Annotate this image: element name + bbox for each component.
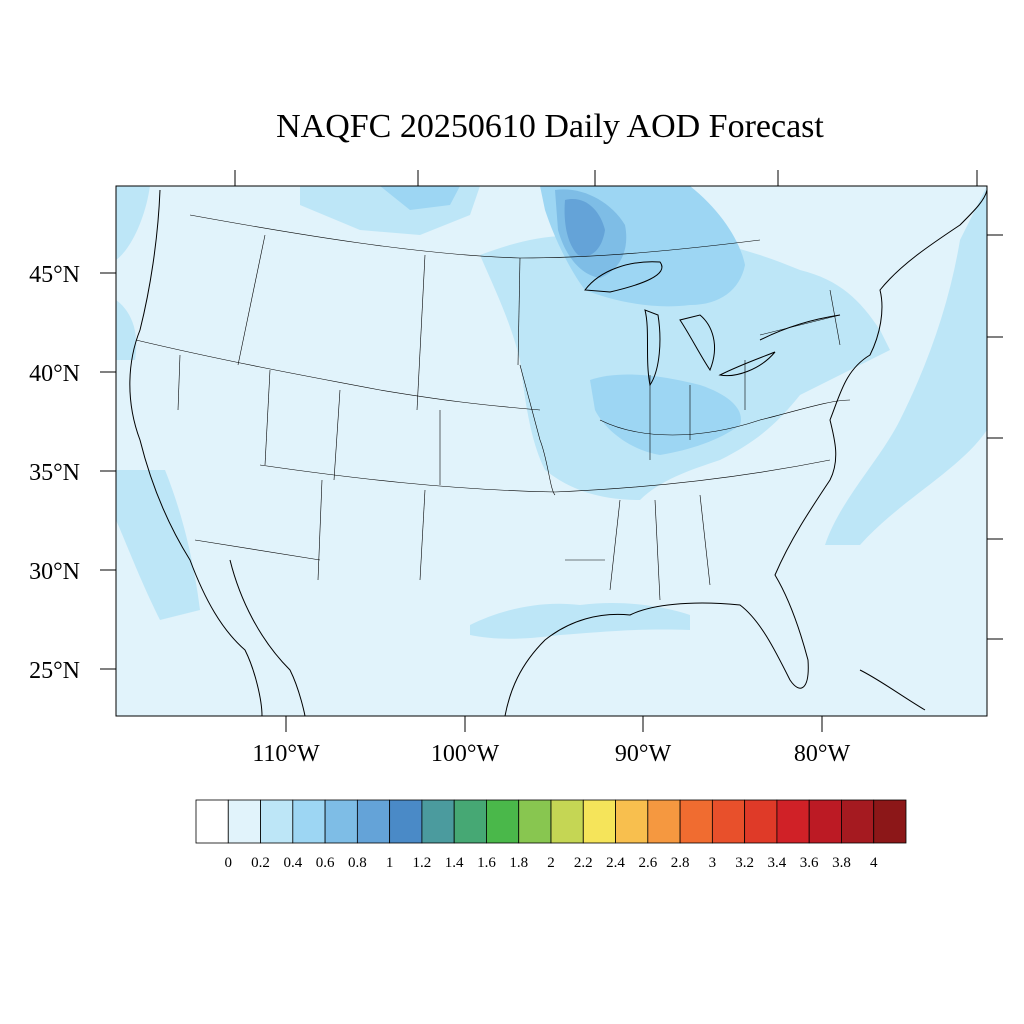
colorbar-label: 1.6 [477, 855, 496, 871]
colorbar-swatch [227, 799, 261, 844]
aod-contour-atlantic [825, 186, 987, 545]
colorbar-label: 0.6 [316, 855, 335, 871]
colorbar-label: 0.4 [283, 855, 302, 871]
longitude-labels: 110°W 100°W 90°W 80°W [252, 741, 850, 767]
latitude-labels: 45°N 40°N 35°N 30°N 25°N [29, 262, 80, 684]
lon-label-80w: 80°W [794, 741, 851, 767]
map-ticks [100, 170, 1003, 732]
colorbar-swatch [841, 799, 875, 844]
colorbar-label: 1 [386, 855, 394, 871]
colorbar-label: 3.2 [735, 855, 754, 871]
coastlines [129, 189, 987, 716]
colorbar-swatch [776, 799, 810, 844]
colorbar-swatch [389, 799, 423, 844]
aod-colorbar: 0 0.2 0.4 0.6 0.8 1 1.2 1.4 1.6 1.8 2 2.2 2.4 2.6 2.8 3… [195, 799, 907, 871]
aod-contour-midwest [480, 235, 890, 500]
colorbar-swatch [324, 799, 358, 844]
lat-label-40: 40°N [29, 361, 80, 387]
lat-label-25: 25°N [29, 658, 80, 684]
colorbar-label: 3 [709, 855, 717, 871]
colorbar-swatch [744, 799, 778, 844]
colorbar-label: 0 [225, 855, 233, 871]
colorbar-swatch [260, 799, 294, 844]
lat-label-30: 30°N [29, 559, 80, 585]
colorbar-label: 1.8 [509, 855, 528, 871]
colorbar-label: 3.8 [832, 855, 851, 871]
lon-label-110w: 110°W [252, 741, 320, 767]
lat-label-35: 35°N [29, 460, 80, 486]
colorbar-label: 2.2 [574, 855, 593, 871]
colorbar-label: 2.6 [638, 855, 657, 871]
lon-label-100w: 100°W [431, 741, 500, 767]
aod-contour-pacific [116, 470, 200, 620]
colorbar-swatch [356, 799, 391, 844]
colorbar-label: 4 [870, 855, 878, 871]
aod-field [116, 186, 987, 716]
colorbar-label: 2.4 [606, 855, 625, 871]
colorbar-swatch [550, 799, 584, 844]
map-title: NAQFC 20250610 Daily AOD Forecast [276, 108, 824, 145]
colorbar-swatch [582, 799, 616, 844]
colorbar-swatch [292, 799, 326, 844]
colorbar-label: 3.6 [800, 855, 819, 871]
colorbar-label: 3.4 [768, 855, 787, 871]
colorbar-swatch [808, 799, 842, 844]
map-frame [115, 185, 988, 717]
colorbar-swatch [453, 799, 487, 844]
colorbar-swatch [647, 799, 681, 844]
colorbar-swatch [679, 799, 713, 844]
aod-contour-lakes [590, 374, 741, 455]
colorbar-swatch [486, 799, 520, 844]
colorbar-swatch [873, 799, 907, 844]
colorbar-swatch [711, 799, 746, 844]
colorbar-swatch [421, 799, 455, 844]
colorbar-swatch [195, 799, 229, 844]
state-boundaries [135, 214, 851, 601]
colorbar-label: 0.8 [348, 855, 367, 871]
colorbar-swatch [518, 799, 552, 844]
colorbar-label: 2.8 [671, 855, 690, 871]
aod-contour-northwest [116, 186, 150, 260]
aod-contour-core-inner [564, 199, 605, 257]
lat-label-45: 45°N [29, 262, 80, 288]
colorbar-label: 1.2 [413, 855, 432, 871]
aod-contour-canada [380, 186, 460, 210]
aod-contour-west-coast [116, 300, 137, 360]
colorbar-label: 2 [547, 855, 555, 871]
colorbar-label: 0.2 [251, 855, 270, 871]
colorbar-swatch [615, 799, 649, 844]
colorbar-label: 1.4 [445, 855, 464, 871]
lon-label-90w: 90°W [615, 741, 672, 767]
